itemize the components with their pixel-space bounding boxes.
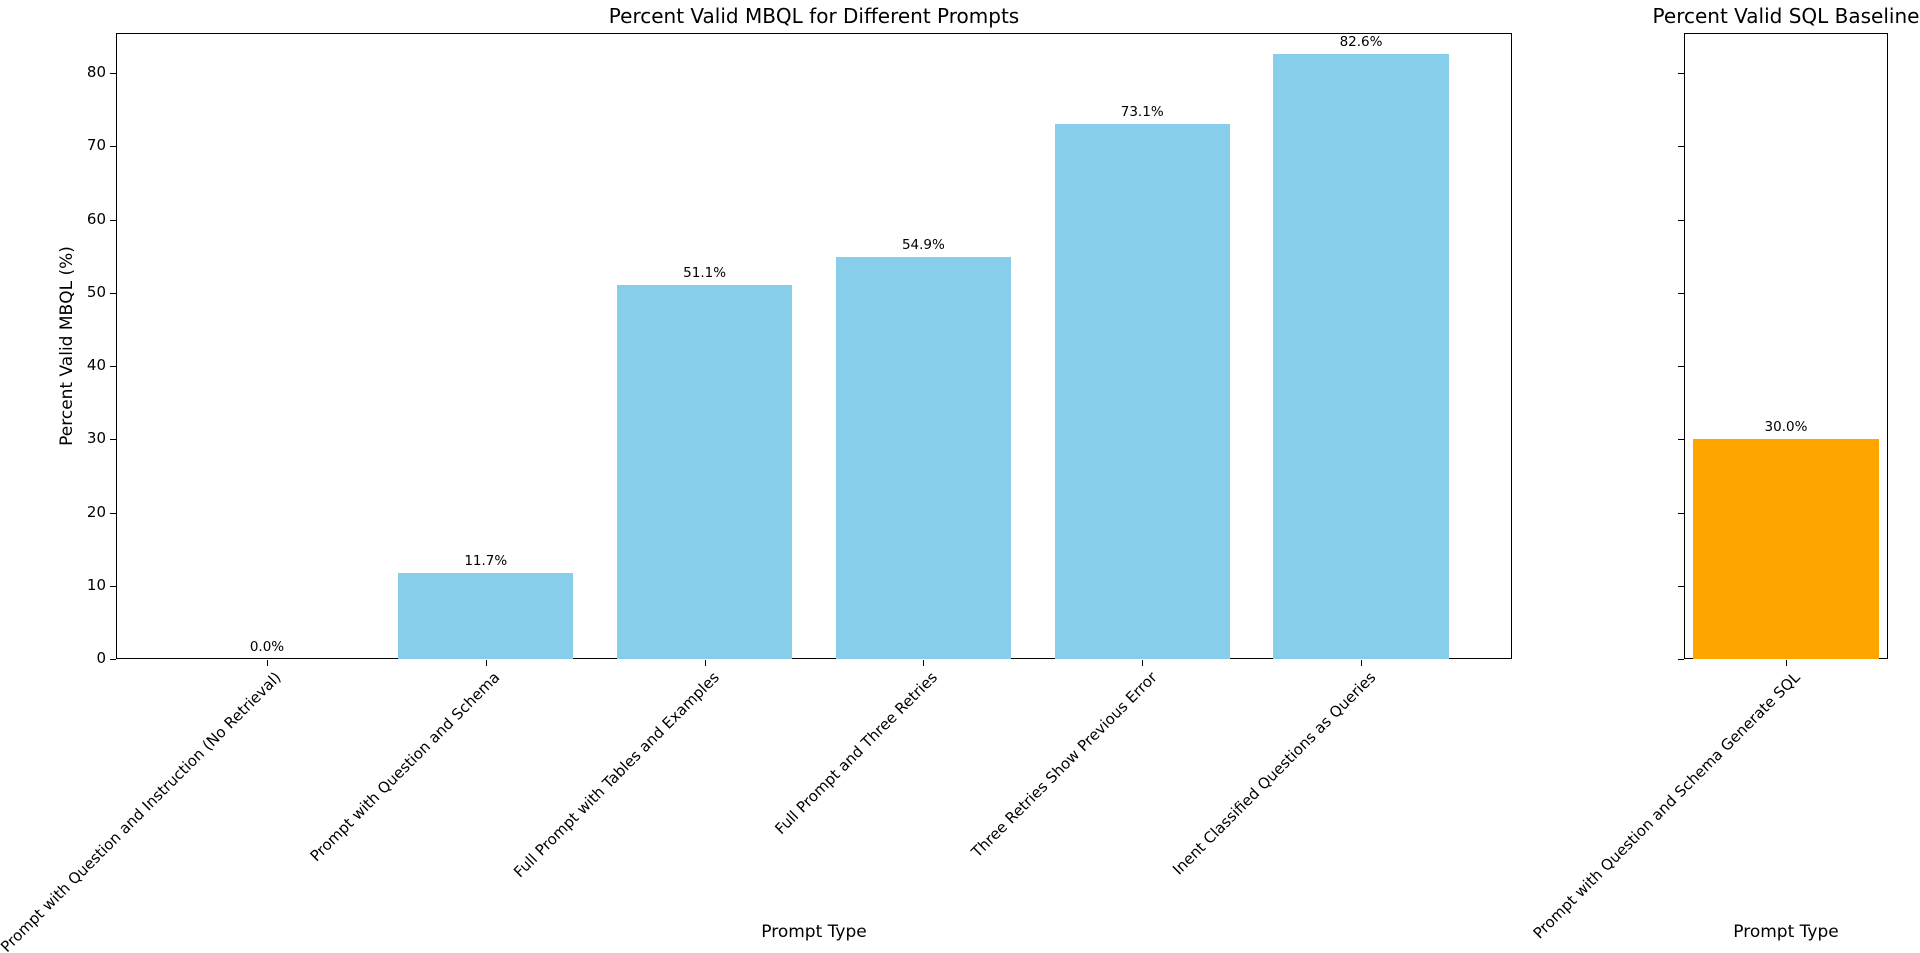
bar-mbql-4 xyxy=(1054,123,1230,659)
y-tick-mark xyxy=(110,219,116,221)
bar-value-label: 51.1% xyxy=(683,264,727,281)
y-tick-label: 50 xyxy=(86,283,106,302)
y-tick-mark xyxy=(110,439,116,441)
sql-baseline-title: Percent Valid SQL Baseline xyxy=(1652,4,1920,28)
y-tick-mark xyxy=(1678,659,1684,660)
y-tick-label: 20 xyxy=(86,502,106,521)
bar-mbql-3 xyxy=(835,257,1011,659)
y-tick-mark xyxy=(110,659,116,660)
y-tick-mark xyxy=(110,366,116,368)
bar-mbql-2 xyxy=(617,284,793,659)
x-tick-mark xyxy=(1786,660,1787,666)
bar-value-label: 0.0% xyxy=(249,639,285,655)
y-tick-mark xyxy=(110,73,116,75)
y-tick-mark xyxy=(1678,292,1684,294)
x-tick-label: Three Retries Show Previous Error xyxy=(967,668,1161,862)
bar-sql-0 xyxy=(1693,439,1879,659)
y-tick-mark xyxy=(110,146,116,148)
y-tick-label: 0 xyxy=(96,649,106,668)
y-tick-label: 60 xyxy=(86,209,106,228)
y-tick-label: 80 xyxy=(86,63,106,82)
x-tick-label: Full Prompt with Tables and Examples xyxy=(509,668,723,882)
y-tick-mark xyxy=(1678,366,1684,368)
y-tick-mark xyxy=(1678,146,1684,148)
y-tick-mark xyxy=(1678,439,1684,441)
mbql-chart-title: Percent Valid MBQL for Different Prompts xyxy=(608,4,1020,28)
x-tick-mark xyxy=(1142,660,1144,666)
bar-value-label: 54.9% xyxy=(901,237,945,254)
y-tick-label: 10 xyxy=(86,575,106,594)
y-tick-mark xyxy=(110,512,116,514)
bar-value-label: 82.6% xyxy=(1339,34,1383,51)
bar-mbql-5 xyxy=(1273,54,1449,659)
y-tick-label: 30 xyxy=(86,429,106,448)
mbql-chart-x-axis-label: Prompt Type xyxy=(761,922,867,942)
x-tick-mark xyxy=(485,660,487,666)
x-tick-label: Inent Classified Questions as Queries xyxy=(1168,668,1380,879)
y-tick-mark xyxy=(110,292,116,294)
y-tick-mark xyxy=(1678,219,1684,221)
x-tick-label: Full Prompt and Three Retries xyxy=(771,668,942,838)
bar-mbql-1 xyxy=(398,573,574,659)
mbql-chart-y-axis-label: Percent Valid MBQL (%) xyxy=(57,246,77,446)
y-tick-label: 40 xyxy=(86,356,106,375)
x-tick-mark xyxy=(704,660,706,666)
y-tick-mark xyxy=(1678,73,1684,75)
bar-value-label: 73.1% xyxy=(1120,103,1164,120)
bar-value-label: 11.7% xyxy=(464,553,508,570)
x-tick-label: Prompt with Question and Instruction (No… xyxy=(0,668,286,953)
y-tick-label: 70 xyxy=(86,136,106,155)
x-tick-mark xyxy=(266,660,268,666)
y-tick-mark xyxy=(110,585,116,587)
y-tick-mark xyxy=(1678,512,1684,514)
bar-value-label: 30.0% xyxy=(1764,419,1808,436)
x-tick-mark xyxy=(923,660,925,666)
x-tick-mark xyxy=(1361,660,1363,666)
x-tick-label: Prompt with Question and Schema Generate… xyxy=(1529,668,1805,943)
sql-baseline-x-axis-label: Prompt Type xyxy=(1733,922,1839,942)
x-tick-label: Prompt with Question and Schema xyxy=(307,668,504,866)
y-tick-mark xyxy=(1678,585,1684,587)
